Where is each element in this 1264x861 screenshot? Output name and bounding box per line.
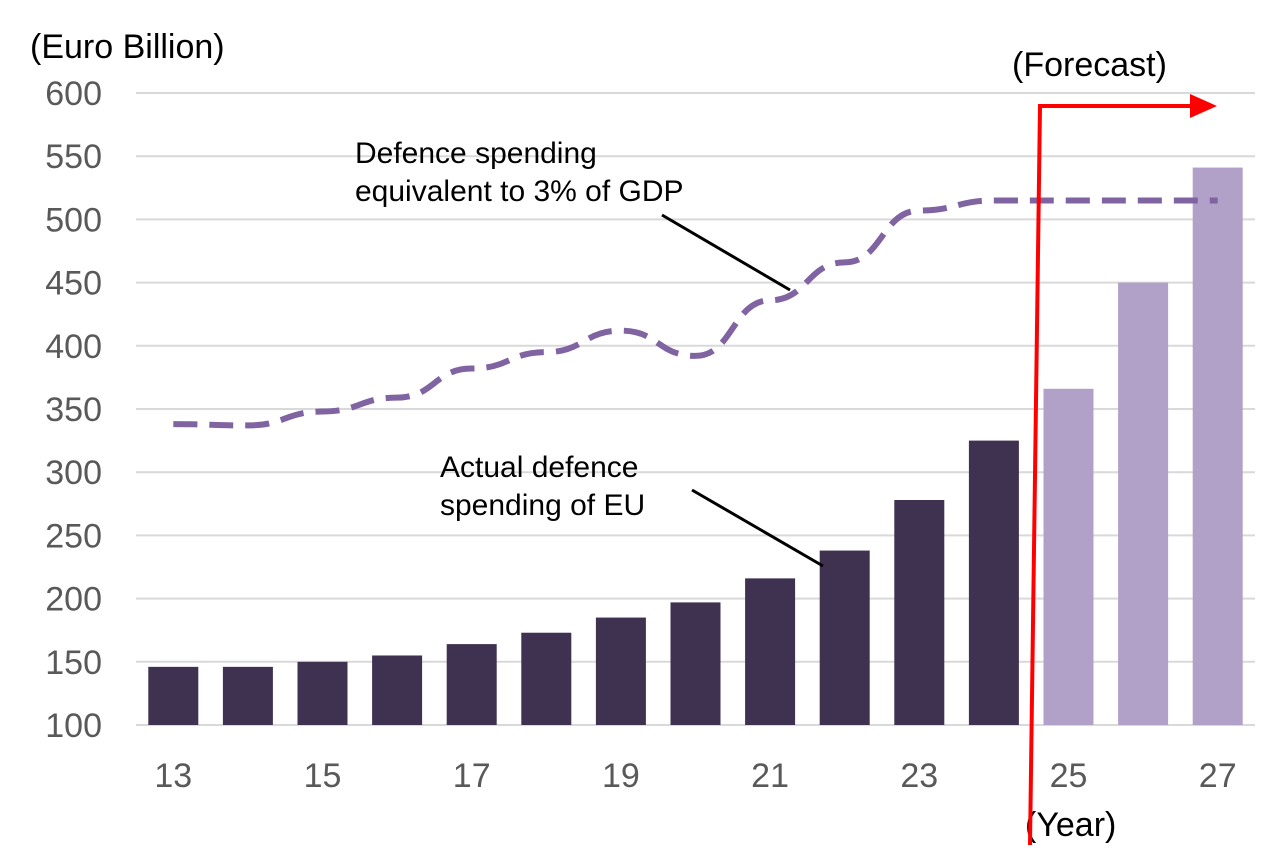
y-tick-label: 350	[45, 391, 102, 429]
x-tick-label: 25	[1050, 757, 1088, 795]
y-tick-label: 450	[45, 265, 102, 303]
actual-bar	[819, 550, 870, 725]
y-axis-ticks: 100 150 200 250 300 350 400 450 500 550 600	[45, 75, 102, 745]
y-axis-label: (Euro Billion)	[30, 28, 225, 66]
forecast-bar	[1043, 388, 1094, 725]
actual-bar	[745, 578, 796, 725]
x-tick-label: 13	[154, 757, 192, 795]
actual-bar	[297, 661, 348, 725]
forecast-bar	[1118, 282, 1169, 725]
bar-annotation-line2: spending of EU	[440, 489, 645, 522]
y-tick-label: 250	[45, 517, 102, 555]
gdp-3pct-line	[173, 197, 1218, 429]
x-axis-label: (Year)	[1025, 806, 1116, 844]
y-tick-label: 550	[45, 138, 102, 176]
actual-bar	[894, 500, 945, 725]
actual-bar	[446, 644, 497, 725]
line-annotation-leader	[661, 213, 791, 292]
actual-bar	[595, 617, 646, 725]
actual-bar	[222, 666, 273, 725]
y-tick-label: 600	[45, 75, 102, 113]
actual-bar	[670, 602, 721, 725]
actual-bar	[372, 655, 423, 725]
x-tick-label: 19	[602, 757, 640, 795]
x-tick-label: 23	[900, 757, 938, 795]
y-tick-label: 500	[45, 201, 102, 239]
actual-bar	[521, 632, 572, 725]
x-tick-label: 21	[751, 757, 789, 795]
y-tick-label: 400	[45, 328, 102, 366]
bar-annotation-line1: Actual defence	[440, 451, 638, 484]
x-tick-label: 17	[453, 757, 491, 795]
bar-annotation-leader	[691, 488, 824, 568]
y-tick-label: 300	[45, 454, 102, 492]
forecast-label: (Forecast)	[1012, 46, 1167, 84]
actual-bar	[968, 440, 1019, 725]
y-tick-label: 200	[45, 581, 102, 619]
y-tick-label: 150	[45, 644, 102, 682]
forecast-bar	[1192, 167, 1243, 726]
bars	[148, 167, 1243, 726]
x-tick-label: 15	[304, 757, 342, 795]
line-annotation-line2: equivalent to 3% of GDP	[355, 175, 684, 208]
forecast-arrow	[1028, 104, 1195, 846]
line-annotation-line1: Defence spending	[355, 137, 597, 170]
y-tick-label: 100	[45, 707, 102, 745]
forecast-arrowhead	[1190, 94, 1217, 118]
x-tick-label: 27	[1199, 757, 1237, 795]
actual-bar	[148, 666, 199, 725]
x-axis-ticks: 13 15 17 19 21 23 25 27	[154, 757, 1236, 795]
